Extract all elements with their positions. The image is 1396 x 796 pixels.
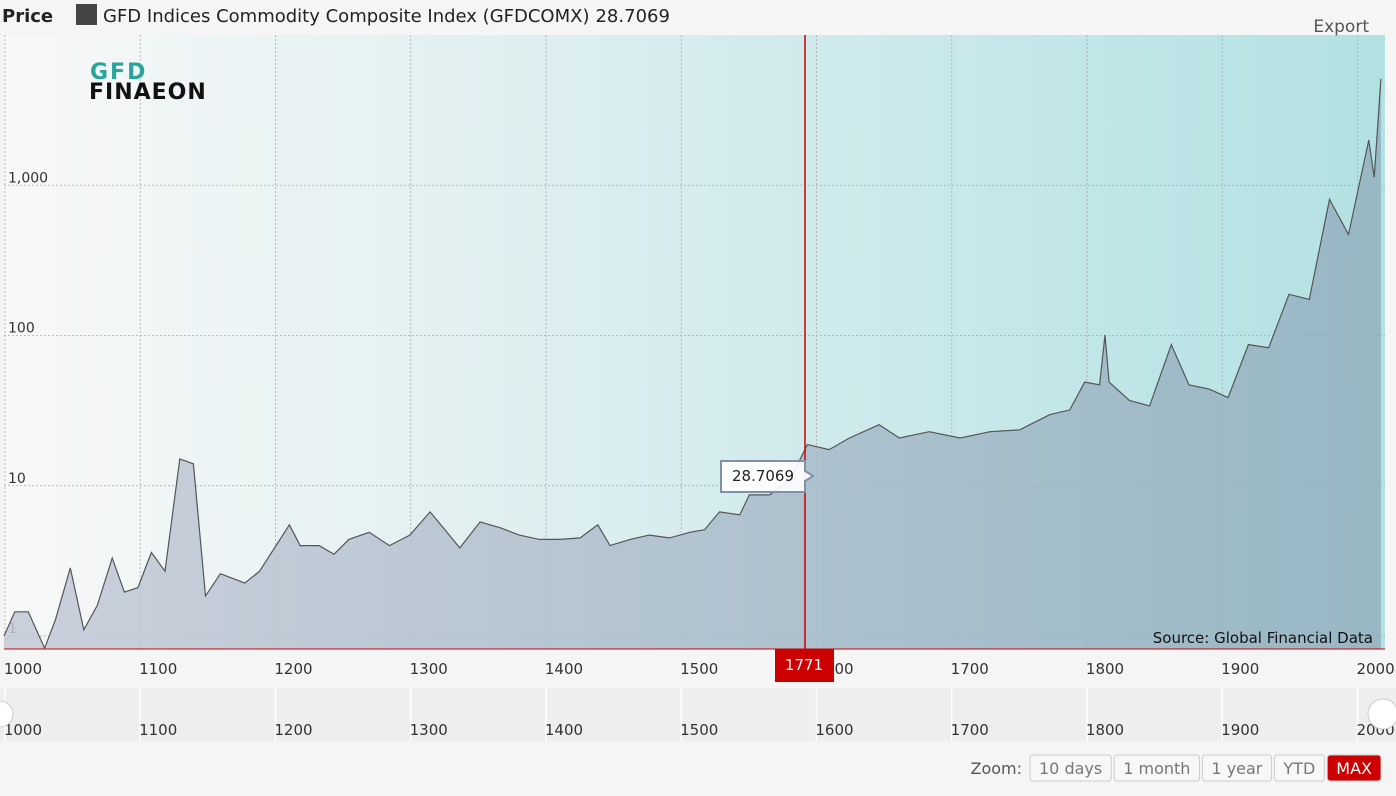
crosshair-label-box bbox=[775, 649, 834, 682]
navigator-tick-label: 1000 bbox=[4, 721, 42, 739]
zoom-button-box[interactable] bbox=[1201, 754, 1272, 782]
navigator[interactable] bbox=[0, 688, 1396, 741]
navigator-tick-label: 1500 bbox=[680, 721, 718, 739]
navigator-tick-label: 1300 bbox=[410, 721, 448, 739]
zoom-button-box[interactable] bbox=[1273, 754, 1325, 782]
logo-bottom: FINAEON bbox=[89, 80, 207, 105]
zoom-button[interactable]: 1 year bbox=[1211, 759, 1262, 778]
zoom-button[interactable]: 1 month bbox=[1123, 759, 1190, 778]
legend-value: 28.7069 bbox=[595, 6, 669, 27]
y-tick-label: 1,000 bbox=[8, 170, 48, 186]
navigator-tick-label: 1600 bbox=[815, 721, 853, 739]
x-tick-label: 2000 bbox=[1356, 660, 1394, 678]
zoom-button-box[interactable] bbox=[1326, 754, 1382, 782]
legend-swatch[interactable] bbox=[76, 4, 97, 25]
x-tick-label: 1500 bbox=[680, 660, 718, 678]
zoom-button-box[interactable] bbox=[1113, 754, 1200, 782]
x-tick-label: 1700 bbox=[951, 660, 989, 678]
legend-label[interactable]: GFD Indices Commodity Composite Index (G… bbox=[103, 6, 589, 27]
navigator-tick-label: 1100 bbox=[139, 721, 177, 739]
navigator-tick-label: 1700 bbox=[951, 721, 989, 739]
navigator-tick-label: 1900 bbox=[1221, 721, 1259, 739]
crosshair-label: 1771 bbox=[785, 656, 823, 674]
source-note: Source: Global Financial Data bbox=[1153, 629, 1373, 647]
export-button[interactable]: Export bbox=[1313, 17, 1369, 37]
navigator-tick-label: 1200 bbox=[274, 721, 312, 739]
series-line bbox=[3, 78, 1382, 650]
logo-top: GFD bbox=[90, 60, 147, 85]
zoom-button-box[interactable] bbox=[1029, 754, 1112, 782]
x-tick-label: 1000 bbox=[4, 660, 42, 678]
tooltip-value: 28.7069 bbox=[732, 467, 794, 485]
tooltip-box bbox=[720, 460, 815, 493]
y-tick-label: 10 bbox=[8, 471, 26, 487]
x-tick-label: 1300 bbox=[410, 660, 448, 678]
zoom-label: Zoom: bbox=[970, 759, 1022, 778]
zoom-button[interactable]: 10 days bbox=[1039, 759, 1102, 778]
y-axis-title: Price bbox=[2, 6, 53, 27]
navigator-tick-label: 1800 bbox=[1086, 721, 1124, 739]
area-fill bbox=[4, 78, 1381, 649]
x-tick-label: 1400 bbox=[545, 660, 583, 678]
y-tick-label: 100 bbox=[8, 321, 35, 337]
x-tick-label: 1200 bbox=[274, 660, 312, 678]
zoom-button[interactable]: YTD bbox=[1282, 759, 1315, 778]
navigator-tick-label: 1400 bbox=[545, 721, 583, 739]
zoom-button[interactable]: MAX bbox=[1336, 759, 1372, 778]
x-tick-label: 1900 bbox=[1221, 660, 1259, 678]
navigator-handle[interactable] bbox=[1367, 698, 1396, 730]
x-tick-label: 1100 bbox=[139, 660, 177, 678]
x-tick-label: 1800 bbox=[1086, 660, 1124, 678]
navigator-handle[interactable] bbox=[0, 700, 14, 728]
